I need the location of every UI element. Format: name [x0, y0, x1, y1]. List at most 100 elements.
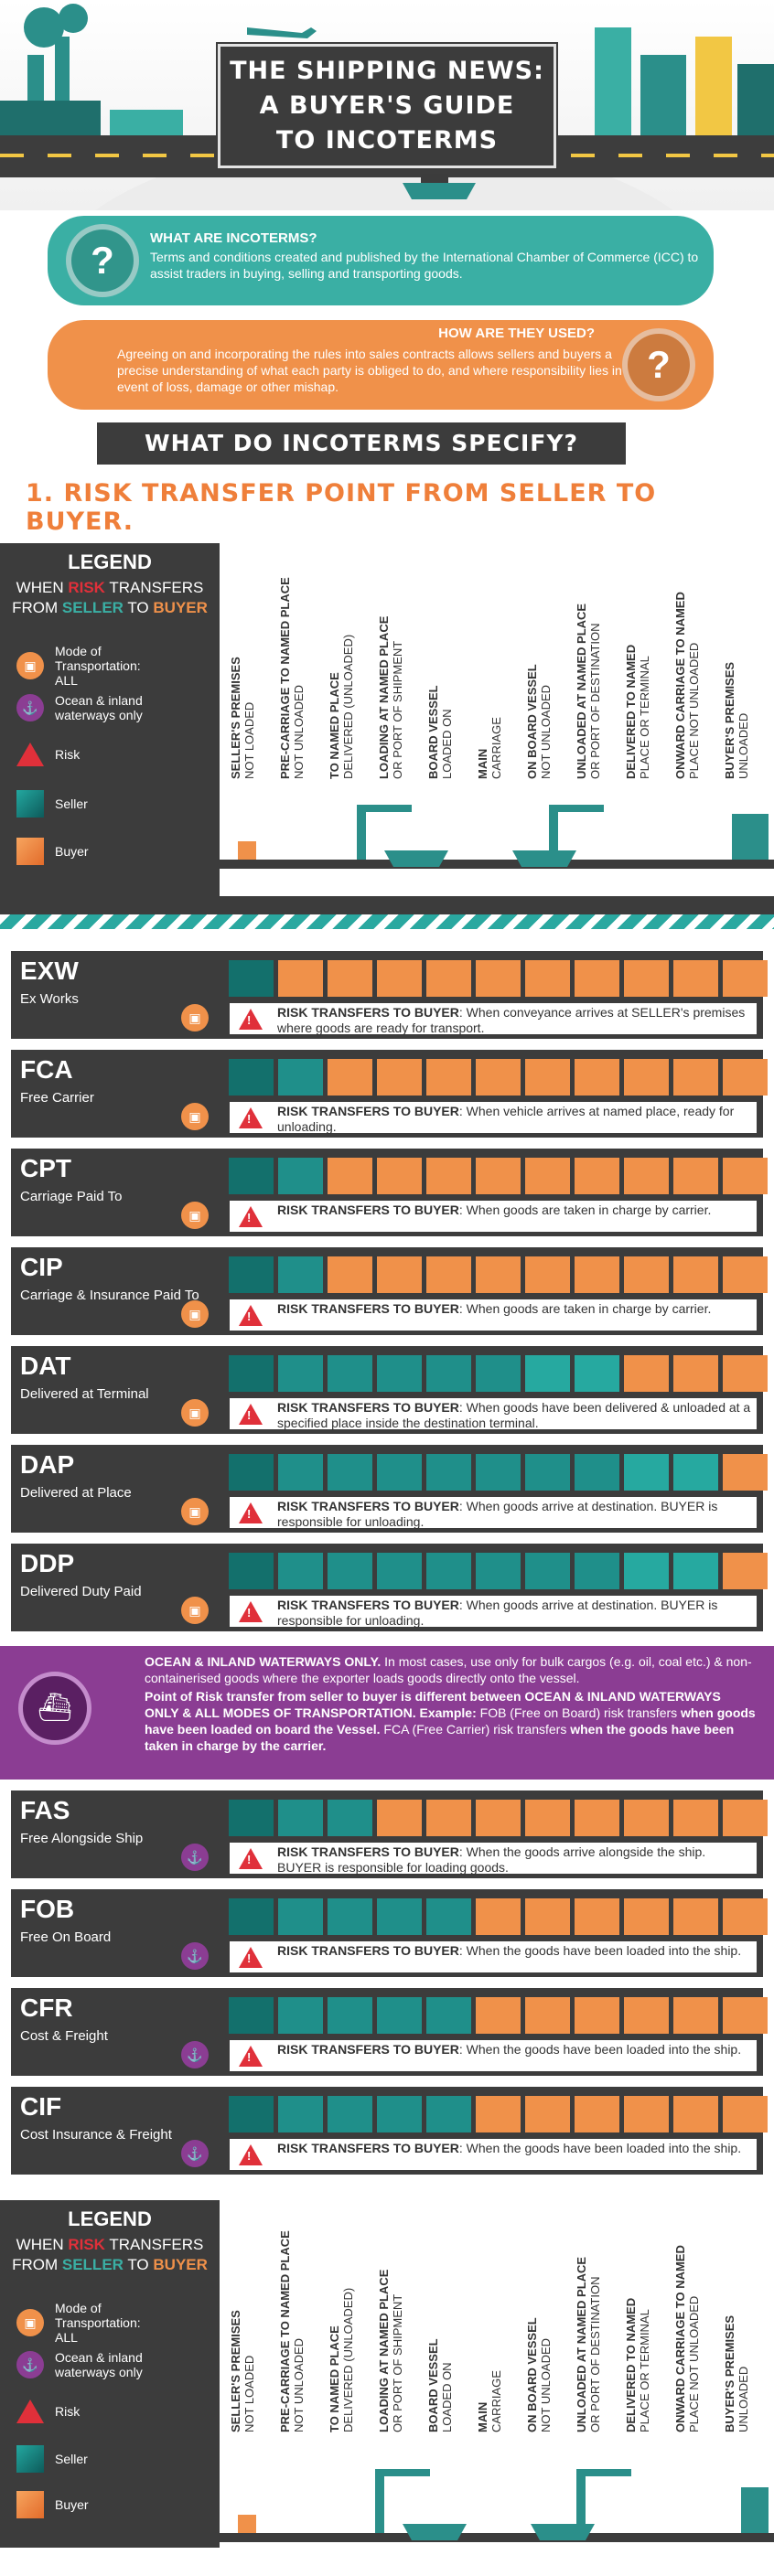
- legend-mode-all: ▣ Mode of Transportation: ALL: [16, 2301, 165, 2345]
- buyer-cell: [476, 1898, 521, 1935]
- risk-cells: [229, 1454, 768, 1491]
- buyer-cell: [377, 1256, 422, 1293]
- seller-cell: [377, 1997, 422, 2034]
- seller-cell: [278, 1256, 323, 1293]
- column-header-9: DELIVERED TO NAMED PLACE OR TERMINAL: [624, 644, 651, 779]
- column-header-2: PRE-CARRIAGE TO NAMED PLACE NOT UNLOADED: [278, 577, 306, 779]
- seller-cell: [328, 1997, 372, 2034]
- seller-cell: [229, 1059, 274, 1096]
- risk-cells: [229, 1256, 768, 1293]
- buyer-cell: [328, 1158, 372, 1194]
- buyer-cell: [575, 2096, 619, 2132]
- legend-title: LEGEND: [68, 2207, 152, 2230]
- seller-cell: [278, 1454, 323, 1491]
- buyer-cell: [624, 1898, 669, 1935]
- term-name: Free Carrier: [20, 1090, 94, 1106]
- buyer-cell: [525, 2096, 570, 2132]
- seller-cell: [229, 1800, 274, 1836]
- risk-transfer-note: ! RISK TRANSFERS TO BUYER: When the goods…: [229, 2039, 758, 2072]
- divider-stripe: [0, 914, 774, 929]
- buyer-cell: [575, 1997, 619, 2034]
- term-code: CIF: [20, 2092, 62, 2121]
- buyer-cell: [624, 1059, 669, 1096]
- seller-cell: [575, 1454, 619, 1491]
- buyer-cell: [476, 960, 521, 997]
- seller-cell: [673, 1454, 718, 1491]
- buyer-cell: [525, 960, 570, 997]
- transport-illustration-bottom: [220, 2469, 774, 2542]
- truck-icon: ▣: [181, 1004, 209, 1031]
- risk-icon: [239, 1404, 263, 1425]
- seller-cell: [229, 2096, 274, 2132]
- seller-cell: [377, 1553, 422, 1589]
- seller-cell: [278, 1997, 323, 2034]
- risk-transfer-note: ! RISK TRANSFERS TO BUYER: When goods hav…: [229, 1397, 758, 1430]
- legend-seller: Seller: [16, 790, 88, 818]
- buyer-cell: [278, 960, 323, 997]
- term-name: Cost Insurance & Freight: [20, 2127, 172, 2143]
- buyer-cell: [377, 1158, 422, 1194]
- buyer-cell: [624, 1355, 669, 1392]
- column-header-8: UNLOADED AT NAMED PLACE OR PORT OF DESTIN…: [575, 603, 602, 779]
- seller-cell: [525, 1553, 570, 1589]
- risk-transfer-heading: 1. RISK TRANSFER POINT FROM SELLER TO BU…: [26, 479, 657, 536]
- ship-icon: ⚓: [181, 1942, 209, 1970]
- ground-strip: [0, 896, 774, 914]
- column-header-4: LOADING AT NAMED PLACE OR PORT OF SHIPMEN…: [377, 2269, 404, 2432]
- legend-buyer: Buyer: [16, 2491, 89, 2518]
- buyer-cell: [723, 1454, 768, 1491]
- buyer-cell: [723, 960, 768, 997]
- what-are-body: Terms and conditions created and publish…: [150, 250, 699, 281]
- seller-cell: [377, 1454, 422, 1491]
- risk-icon: [16, 2400, 44, 2423]
- buyer-cell: [673, 2096, 718, 2132]
- legend-title: LEGEND: [68, 550, 152, 573]
- buyer-cell: [723, 1355, 768, 1392]
- legend-mode-ocean: ⚓ Ocean & inland waterways only: [16, 693, 165, 722]
- column-header-11: BUYER'S PREMISES UNLOADED: [723, 2314, 750, 2432]
- risk-transfer-note: ! RISK TRANSFERS TO BUYER: When the goods…: [229, 1842, 758, 1875]
- term-name: Delivered Duty Paid: [20, 1584, 142, 1599]
- buyer-cell: [673, 1355, 718, 1392]
- ship-icon: ⛴: [18, 1672, 91, 1745]
- buyer-cell: [673, 1800, 718, 1836]
- buyer-cell: [673, 960, 718, 997]
- seller-cell: [328, 1454, 372, 1491]
- risk-cells: [229, 1355, 768, 1392]
- ship-icon: ⚓: [181, 2041, 209, 2068]
- term-code: FAS: [20, 1796, 70, 1824]
- buyer-cell: [673, 1898, 718, 1935]
- term-code: CFR: [20, 1993, 73, 2022]
- buyer-cell: [476, 1800, 521, 1836]
- seller-cell: [328, 1355, 372, 1392]
- seller-cell: [426, 1997, 471, 2034]
- buyer-cell: [525, 1898, 570, 1935]
- seller-swatch: [16, 2445, 44, 2473]
- what-do-incoterms-specify-heading: WHAT DO INCOTERMS SPECIFY?: [97, 422, 626, 465]
- term-code: FCA: [20, 1055, 73, 1084]
- column-header-10: ONWARD CARRIAGE TO NAMED PLACE NOT UNLOAD…: [673, 592, 701, 779]
- buyer-cell: [575, 1059, 619, 1096]
- buyer-cell: [575, 960, 619, 997]
- truck-icon: ▣: [181, 1597, 209, 1624]
- truck-icon: ▣: [181, 1399, 209, 1427]
- risk-transfer-note: ! RISK TRANSFERS TO BUYER: When goods are…: [229, 1299, 758, 1331]
- buyer-cell: [377, 1059, 422, 1096]
- seller-cell: [377, 1355, 422, 1392]
- seller-cell: [426, 1553, 471, 1589]
- buyer-cell: [723, 1898, 768, 1935]
- buyer-cell: [673, 1256, 718, 1293]
- seller-cell: [278, 2096, 323, 2132]
- legend-subtitle: WHEN RISK TRANSFERS FROM SELLER TO BUYER: [12, 2236, 208, 2273]
- risk-cells: [229, 1553, 768, 1589]
- seller-cell: [229, 1158, 274, 1194]
- buyer-cell: [575, 1256, 619, 1293]
- buyer-swatch: [16, 838, 44, 865]
- seller-cell: [229, 1454, 274, 1491]
- term-name: Ex Works: [20, 991, 79, 1007]
- seller-cell: [328, 2096, 372, 2132]
- term-code: DAP: [20, 1450, 75, 1479]
- title-line-1: THE SHIPPING NEWS:: [230, 57, 544, 85]
- term-fob: FOB Free On Board ⚓ ! RISK TRANSFERS TO BUYE…: [11, 1889, 768, 1977]
- term-code: DAT: [20, 1352, 71, 1380]
